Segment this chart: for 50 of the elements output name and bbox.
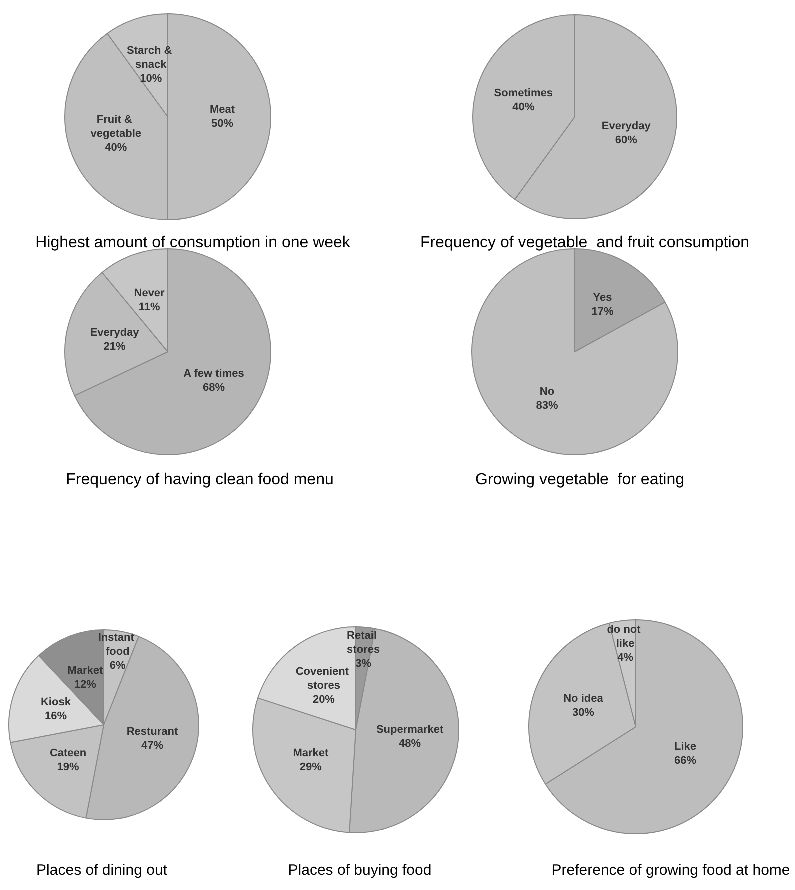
data-label: 47% bbox=[141, 740, 164, 752]
data-label: 29% bbox=[300, 762, 322, 774]
data-label: 40% bbox=[512, 101, 535, 114]
slice-label: Everyday bbox=[602, 120, 652, 133]
text: Frequency of vegetable and fruit consumption bbox=[420, 234, 750, 252]
slice-label: A few times bbox=[184, 368, 244, 380]
slice-label: Cateen bbox=[50, 748, 87, 760]
text: Highest amount of consumption in one week bbox=[36, 234, 352, 252]
data-label: 20% bbox=[312, 694, 336, 706]
slice-label: Fruit & vegetable bbox=[90, 114, 142, 140]
data-label: 66% bbox=[674, 755, 697, 768]
slice-label: do not like bbox=[607, 624, 644, 650]
data-label: 3% bbox=[356, 658, 372, 670]
text: Places of dining out bbox=[36, 862, 168, 879]
data-label: 68% bbox=[203, 382, 226, 394]
slice-label: Instant food bbox=[98, 632, 138, 658]
text: Frequency of having clean food menu bbox=[66, 472, 334, 488]
data-label: 40% bbox=[105, 142, 128, 154]
data-label: 10% bbox=[140, 73, 162, 86]
slice-label: Yes bbox=[593, 292, 612, 304]
data-label: 60% bbox=[615, 134, 638, 147]
slice-label: Supermarket bbox=[376, 724, 444, 736]
slice-label: Resturant bbox=[126, 726, 178, 738]
data-label: 48% bbox=[399, 738, 422, 750]
slice-label: Like bbox=[674, 741, 697, 754]
data-label: 21% bbox=[104, 341, 126, 354]
slice-label: Everyday bbox=[90, 327, 140, 340]
slice-label: Starch & snack bbox=[127, 45, 176, 72]
slice-label: Sometimes bbox=[494, 87, 553, 100]
slice-label: Market bbox=[293, 748, 329, 760]
text: Preference of growing food at home bbox=[552, 862, 790, 879]
data-label: 12% bbox=[74, 679, 97, 692]
slice-label: Meat bbox=[210, 104, 236, 116]
data-label: 11% bbox=[138, 302, 160, 314]
slice-label: Kiosk bbox=[40, 696, 72, 708]
text: Growing vegetable for eating bbox=[475, 472, 685, 488]
slice-label: Never bbox=[134, 288, 166, 300]
slice-label: No idea bbox=[564, 693, 604, 706]
data-label: 19% bbox=[57, 762, 80, 774]
data-label: 17% bbox=[592, 306, 614, 318]
data-label: 6% bbox=[110, 660, 126, 672]
text: Places of buying food bbox=[288, 862, 432, 879]
slice-label: Market bbox=[68, 665, 104, 678]
data-label: 30% bbox=[572, 707, 595, 720]
data-label: 83% bbox=[536, 400, 558, 412]
data-label: 50% bbox=[211, 118, 234, 130]
data-label: 16% bbox=[44, 710, 68, 722]
data-label: 4% bbox=[618, 652, 634, 664]
slice-label: Covenient stores bbox=[296, 666, 352, 692]
slice-label: No bbox=[540, 386, 555, 398]
